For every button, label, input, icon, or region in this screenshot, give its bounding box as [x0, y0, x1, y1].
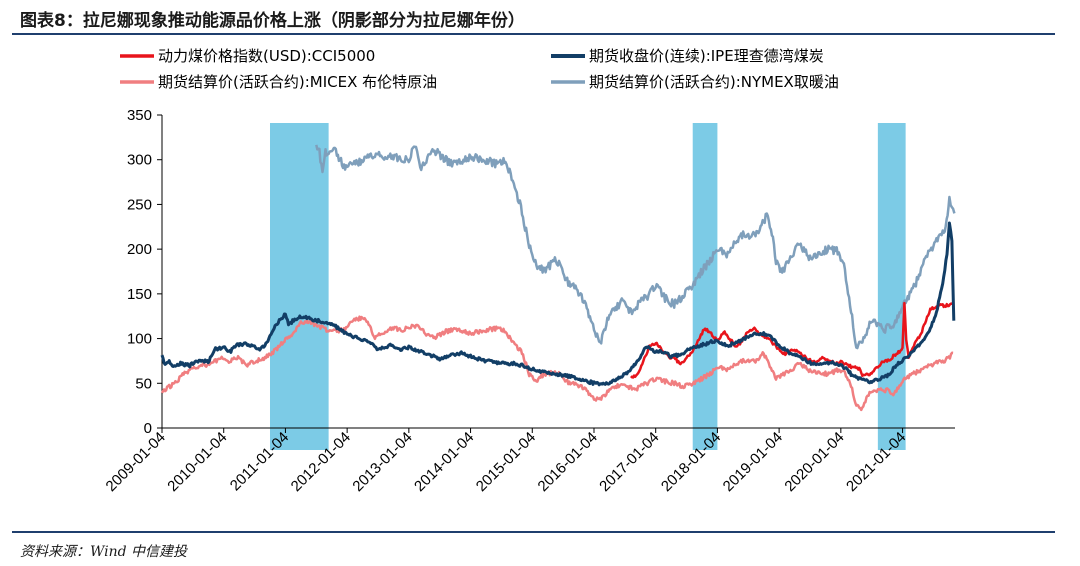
- y-tick-label: 350: [127, 107, 152, 124]
- x-tick-label: 2020-01-04: [781, 429, 847, 495]
- legend: 动力煤价格指数(USD):CCI5000 期货收盘价(连续):IPE理查德湾煤炭期…: [120, 47, 839, 91]
- x-tick-label: 2010-01-04: [164, 429, 230, 495]
- x-tick-label: 2009-01-04: [103, 429, 169, 495]
- legend-label-micex: 期货结算价(活跃合约):MICEX 布伦特原油: [158, 73, 437, 91]
- axes: 0 50 100 150 200 250 300 350 2009-01-042010-01-0…: [103, 107, 955, 495]
- series-line-cci: [630, 301, 954, 379]
- y-tick-label: 250: [127, 196, 152, 213]
- la-nina-band-2: [692, 123, 718, 450]
- series-line-ipe: [160, 221, 956, 387]
- y-tick-label: 0: [144, 420, 152, 437]
- la-nina-shading: [269, 123, 906, 450]
- x-tick-label: 2021-01-04: [843, 429, 909, 495]
- y-tick-label: 300: [127, 152, 152, 169]
- line-chart: 0 50 100 150 200 250 300 350 2009-01-042010-01-0…: [103, 47, 956, 495]
- x-tick-label: 2013-01-04: [349, 429, 415, 495]
- y-tick-label: 50: [135, 375, 152, 392]
- x-tick-label: 2016-01-04: [535, 429, 601, 495]
- legend-label-ipe: 期货收盘价(连续):IPE理查德湾煤炭: [589, 47, 824, 65]
- y-tick-label: 150: [127, 286, 152, 303]
- la-nina-band-3: [877, 123, 906, 450]
- x-tick-label: 2014-01-04: [411, 429, 477, 495]
- x-tick-label: 2018-01-04: [658, 429, 724, 495]
- la-nina-band-1: [269, 123, 329, 450]
- x-tick-label: 2011-01-04: [227, 429, 292, 494]
- x-tick-label: 2017-01-04: [596, 429, 662, 495]
- legend-label-nymex: 期货结算价(活跃合约):NYMEX取暖油: [589, 73, 839, 91]
- x-tick-label: 2019-01-04: [720, 429, 786, 495]
- series-line-nymex: [315, 144, 956, 350]
- source-note: 资料来源：Wind 中信建投: [20, 544, 188, 560]
- y-tick-label: 100: [127, 331, 152, 348]
- figure-label: 图表8：: [20, 11, 83, 31]
- y-tick-label: 200: [127, 241, 152, 258]
- x-tick-label: 2015-01-04: [473, 429, 539, 495]
- footer-rule: [12, 531, 1055, 533]
- header-rule: [12, 33, 1055, 35]
- figure-title-text: 拉尼娜现象推动能源品价格上涨（阴影部分为拉尼娜年份）: [82, 11, 525, 31]
- series-lines: [160, 144, 956, 412]
- legend-label-cci: 动力煤价格指数(USD):CCI5000: [158, 47, 375, 65]
- chart-title: 图表8：拉尼娜现象推动能源品价格上涨（阴影部分为拉尼娜年份）: [20, 6, 525, 31]
